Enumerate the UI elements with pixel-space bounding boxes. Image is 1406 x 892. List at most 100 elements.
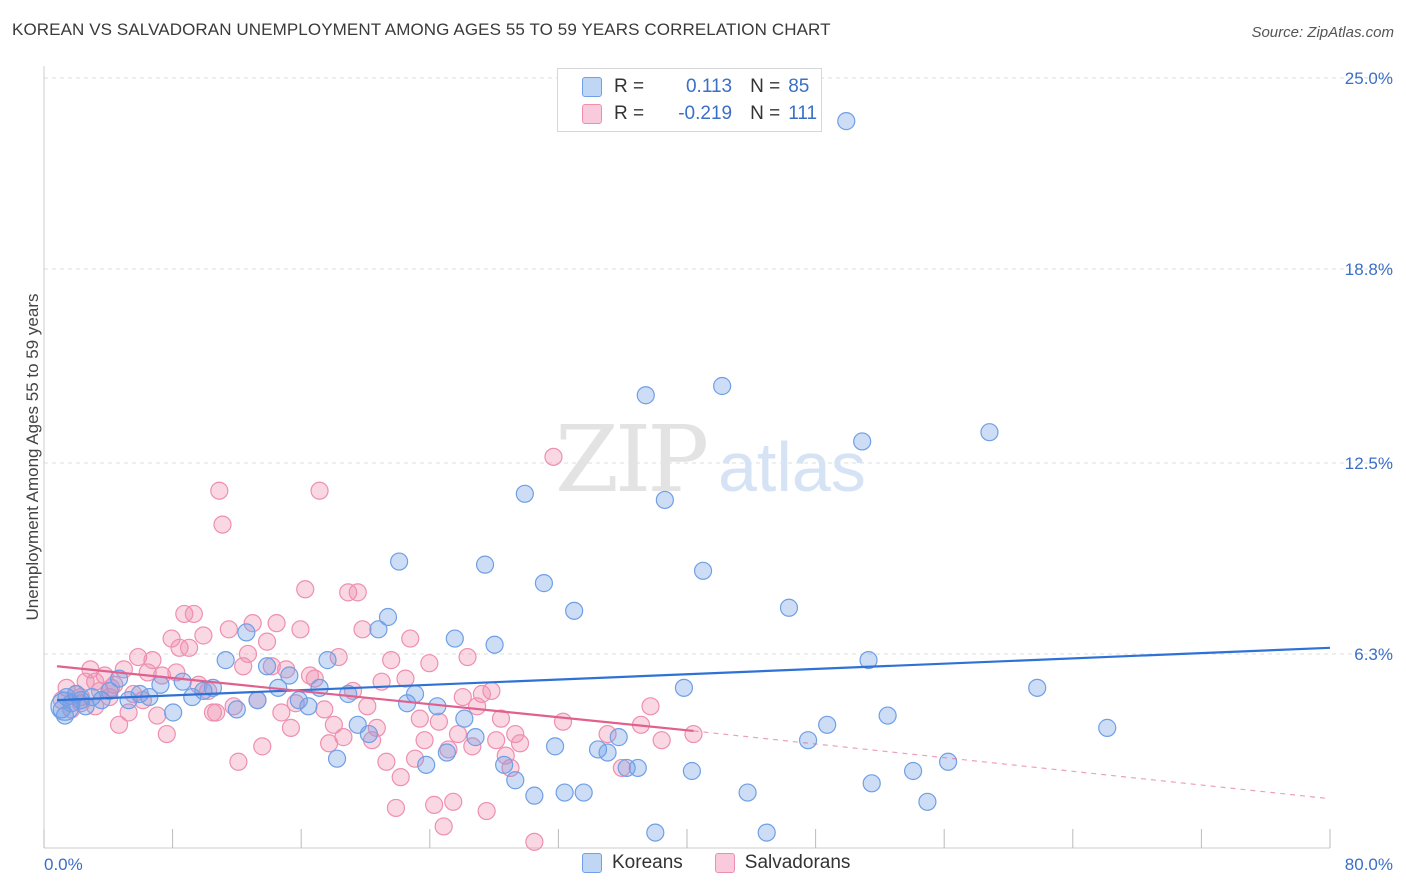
axes: [43, 66, 1331, 849]
salvadoran-point: [281, 718, 301, 737]
korean-point: [738, 783, 757, 802]
korean-point: [565, 601, 584, 620]
series-legend: Koreans Salvadorans: [582, 852, 850, 874]
salvadoran-point: [425, 795, 444, 814]
salvadoran-point: [109, 715, 129, 734]
salvadoran-point: [439, 740, 458, 759]
salvadoran-point: [598, 724, 617, 744]
korean-point: [173, 672, 192, 691]
legend-n-value-koreans: 85: [788, 76, 810, 97]
salvadoran-point: [224, 697, 243, 716]
chart-title: KOREAN VS SALVADORAN UNEMPLOYMENT AMONG …: [12, 20, 831, 39]
salvadoran-point: [401, 629, 420, 648]
korean-point: [455, 709, 474, 728]
salvadoran-point: [194, 626, 213, 645]
salvadoran-point: [386, 798, 406, 818]
legend-r-label: R =: [614, 103, 645, 124]
salvadoran-point: [684, 724, 703, 744]
x-tick-label: 80.0%: [1345, 855, 1393, 874]
korean-point: [248, 691, 267, 710]
y-tick-label: 25.0%: [1345, 69, 1393, 88]
y-axis-label: Unemployment Among Ages 55 to 59 years: [23, 294, 42, 621]
salvadoran-point: [315, 700, 334, 719]
korean-point: [76, 697, 95, 716]
legend-swatch-salvadorans: [582, 104, 602, 124]
korean-point: [164, 703, 183, 722]
legend-n-label: N =: [750, 103, 781, 124]
salvadoran-point: [348, 583, 367, 602]
legend-n-value-salvadorans: 111: [788, 103, 818, 124]
korean-point: [545, 737, 565, 756]
x-tick-label: 0.0%: [44, 855, 83, 874]
salvadoran-point: [448, 724, 468, 744]
salvadoran-point: [487, 731, 506, 750]
legend-swatch-koreans: [582, 77, 602, 97]
salvadoran-point: [339, 583, 358, 602]
salvadoran-point: [184, 604, 203, 624]
salvadoran-point: [510, 734, 530, 753]
salvadoran-point: [482, 681, 501, 701]
salvadoran-point: [429, 712, 448, 731]
salvadoran-point: [410, 709, 429, 728]
salvadoran-point: [506, 724, 525, 744]
salvadoran-point: [207, 703, 226, 722]
korean-point: [918, 792, 937, 811]
salvadoran-point: [119, 703, 138, 722]
korean-point: [216, 651, 235, 670]
salvadoran-point: [396, 669, 415, 688]
salvadoran-point: [272, 703, 291, 722]
salvadoran-point: [267, 614, 286, 633]
series-label-koreans: Koreans: [612, 852, 683, 873]
korean-point: [359, 724, 378, 744]
salvadoran-point: [525, 832, 544, 851]
salvadoran-point: [175, 604, 194, 624]
legend-n-label: N =: [750, 76, 781, 97]
korean-point: [369, 620, 388, 639]
salvadoran-point: [491, 709, 511, 728]
korean-point: [713, 376, 732, 396]
korean-point: [390, 552, 409, 571]
korean-point: [798, 731, 818, 750]
korean-point: [100, 681, 119, 701]
salvadoran-point: [553, 712, 573, 731]
salvadoran-trend-line: [56, 665, 694, 733]
legend-r-label: R =: [614, 76, 645, 97]
salvadoran-point: [477, 801, 496, 821]
salvadoran-point: [257, 632, 277, 651]
korean-point: [534, 574, 554, 593]
korean-point: [779, 598, 799, 617]
salvadoran-point: [229, 752, 248, 771]
korean-point: [109, 669, 129, 688]
series-label-salvadorans: Salvadorans: [744, 852, 851, 873]
legend-r-value-koreans: 0.113: [685, 76, 733, 97]
salvadoran-points: [52, 447, 703, 851]
tick-labels: 6.3% 12.5% 18.8% 25.0% 0.0% 80.0%: [44, 69, 1393, 874]
salvadoran-point: [329, 647, 348, 667]
salvadoran-point: [434, 817, 453, 836]
korean-point: [757, 823, 776, 842]
salvadoran-point: [167, 663, 186, 682]
korean-point: [378, 607, 398, 627]
salvadoran-point: [262, 657, 281, 676]
y-tick-label: 6.3%: [1354, 645, 1393, 664]
salvadoran-point: [157, 724, 176, 744]
salvadoran-point: [143, 651, 162, 670]
salvadoran-point: [544, 447, 563, 466]
korean-point: [405, 684, 425, 704]
korean-point: [862, 774, 881, 793]
watermark: ZIP atlas: [555, 406, 866, 513]
korean-point: [506, 771, 525, 790]
salvadoran-point: [444, 792, 463, 811]
salvadoran-point: [458, 647, 477, 667]
salvadoran-point: [612, 758, 631, 778]
grid-lines: [44, 77, 1394, 655]
salvadoran-point: [453, 687, 472, 707]
salvadoran-point: [86, 672, 105, 691]
korean-point: [237, 623, 256, 642]
y-tick-label: 18.8%: [1345, 260, 1393, 279]
salvadoran-point: [415, 731, 434, 750]
korean-point: [853, 432, 872, 451]
korean-point: [475, 555, 495, 574]
korean-point: [299, 697, 318, 716]
korean-point: [636, 386, 655, 405]
